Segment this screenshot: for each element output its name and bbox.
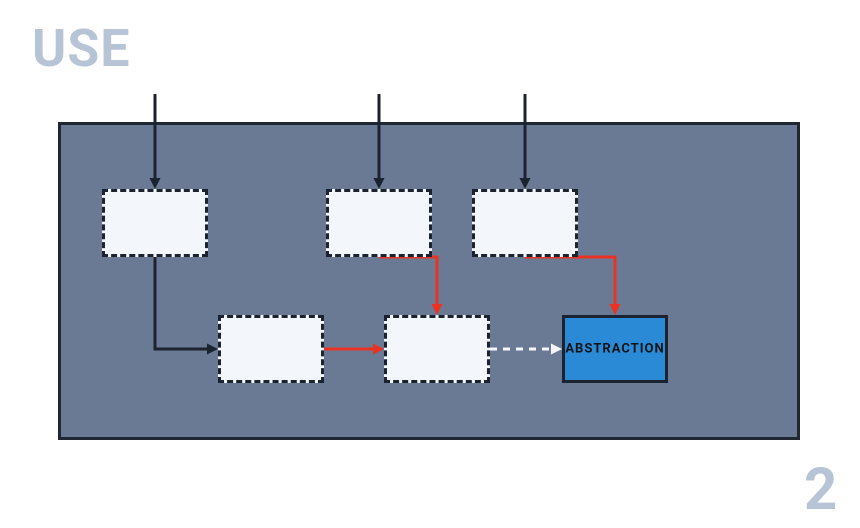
diagram-node-C — [472, 189, 578, 257]
diagram-node-label-F: ABSTRACTION — [565, 342, 665, 357]
diagram-node-A — [102, 189, 208, 257]
diagram-node-D — [218, 315, 324, 383]
diagram-container — [58, 122, 800, 440]
diagram-node-E — [384, 315, 490, 383]
slide-canvas: USE 2 ABSTRACTION — [0, 0, 860, 528]
slide-heading: USE — [32, 18, 131, 79]
slide-page-number: 2 — [804, 456, 837, 524]
diagram-node-F: ABSTRACTION — [562, 315, 668, 383]
diagram-node-B — [326, 189, 432, 257]
